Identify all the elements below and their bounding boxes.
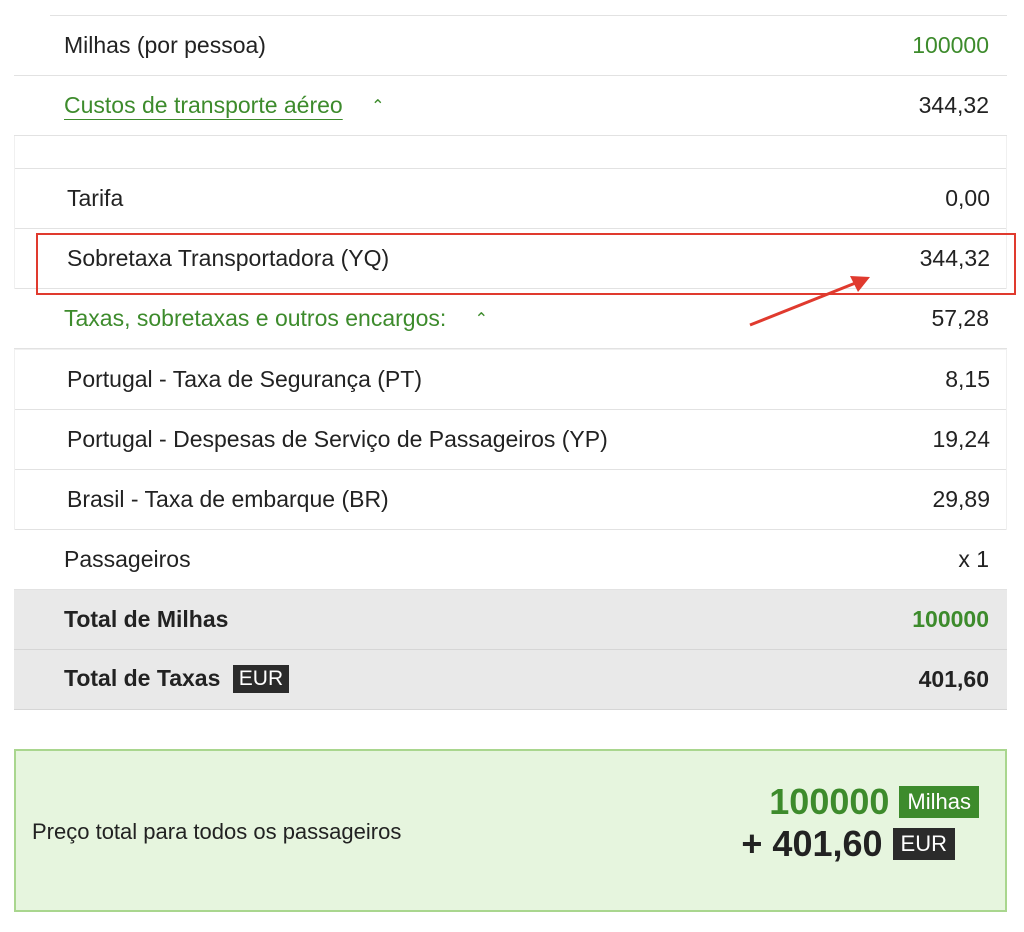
fare-row: Tarifa 0,00 [15, 169, 1006, 229]
miles-per-person-label: Milhas (por pessoa) [64, 32, 266, 58]
air-costs-value: 344,32 [918, 92, 989, 118]
tax-value: 29,89 [932, 486, 990, 512]
taxes-value: 57,28 [931, 305, 989, 331]
total-miles-label: Total de Milhas [64, 606, 229, 632]
passengers-value: x 1 [958, 546, 989, 572]
taxes-toggle[interactable]: Taxas, sobretaxas e outros encargos: ⌃ [64, 305, 488, 332]
summary-eur: + 401,60 EUR [741, 823, 955, 865]
passengers-row: Passageiros x 1 [14, 530, 1007, 590]
chevron-up-icon[interactable]: ⌃ [371, 98, 385, 115]
carrier-surcharge-value: 344,32 [919, 245, 990, 271]
carrier-surcharge-label: Sobretaxa Transportadora (YQ) [67, 245, 390, 271]
total-taxes-value: 401,60 [918, 666, 989, 692]
miles-per-person-value: 100000 [912, 32, 989, 58]
eur-badge: EUR [892, 828, 955, 860]
tax-label: Portugal - Despesas de Serviço de Passag… [67, 426, 608, 452]
tax-value: 8,15 [945, 366, 990, 392]
taxes-row: Taxas, sobretaxas e outros encargos: ⌃ 5… [14, 289, 1007, 349]
total-price-summary: Preço total para todos os passageiros 10… [14, 749, 1007, 912]
total-taxes-label: Total de Taxas [64, 665, 221, 691]
taxes-link[interactable]: Taxas, sobretaxas e outros encargos: [64, 305, 447, 331]
taxes-details: Portugal - Taxa de Segurança (PT) 8,15 P… [14, 349, 1007, 530]
tax-label: Portugal - Taxa de Segurança (PT) [67, 366, 422, 392]
summary-miles-value: 100000 [769, 781, 890, 822]
air-costs-row: Custos de transporte aéreo ⌃ 344,32 [14, 76, 1007, 136]
total-miles-row: Total de Milhas 100000 [14, 590, 1007, 650]
total-taxes-label-group: Total de Taxas EUR [64, 665, 290, 694]
miles-badge: Milhas [899, 786, 979, 818]
fare-label: Tarifa [67, 185, 124, 211]
fare-breakdown: Milhas (por pessoa) 100000 Custos de tra… [14, 0, 1007, 710]
air-costs-toggle[interactable]: Custos de transporte aéreo ⌃ [64, 92, 385, 119]
chevron-up-icon[interactable]: ⌃ [474, 311, 489, 328]
tax-value: 19,24 [932, 426, 990, 452]
total-miles-value: 100000 [912, 606, 989, 632]
tax-row: Portugal - Despesas de Serviço de Passag… [15, 410, 1006, 470]
tax-row: Brasil - Taxa de embarque (BR) 29,89 [15, 470, 1006, 530]
top-divider [50, 0, 1007, 16]
tax-row: Portugal - Taxa de Segurança (PT) 8,15 [15, 350, 1006, 410]
tax-label: Brasil - Taxa de embarque (BR) [67, 486, 389, 512]
details-spacer [15, 136, 1006, 169]
summary-miles: 100000 Milhas [769, 781, 979, 823]
air-costs-link[interactable]: Custos de transporte aéreo [64, 92, 343, 118]
fare-value: 0,00 [945, 185, 990, 211]
summary-label: Preço total para todos os passageiros [32, 819, 402, 844]
passengers-label: Passageiros [64, 546, 191, 572]
summary-eur-value: + 401,60 [741, 823, 883, 864]
total-taxes-row: Total de Taxas EUR 401,60 [14, 650, 1007, 710]
miles-per-person-row: Milhas (por pessoa) 100000 [14, 16, 1007, 76]
air-costs-details: Tarifa 0,00 Sobretaxa Transportadora (YQ… [14, 136, 1007, 289]
currency-badge: EUR [232, 665, 290, 693]
carrier-surcharge-row: Sobretaxa Transportadora (YQ) 344,32 [15, 229, 1006, 289]
